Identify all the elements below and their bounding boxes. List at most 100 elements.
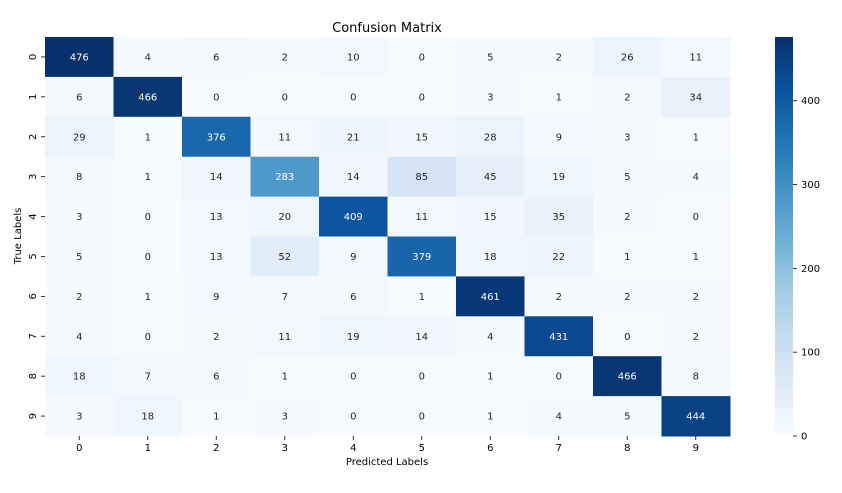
cell-value-label: 9 (556, 132, 562, 143)
y-tick-label: 2 (28, 134, 39, 140)
cell-value-label: 379 (412, 252, 431, 263)
cell-value-label: 2 (282, 52, 288, 63)
cell-value-label: 11 (689, 52, 702, 63)
cell-value-label: 20 (278, 212, 291, 223)
cell-value-label: 21 (347, 132, 360, 143)
cell-value-label: 0 (419, 412, 425, 423)
heatmap-cell (524, 116, 594, 158)
cell-value-label: 0 (145, 252, 151, 263)
cell-value-label: 22 (552, 252, 565, 263)
heatmap-cell (661, 396, 731, 437)
heatmap-cell (524, 316, 594, 357)
cell-value-label: 2 (624, 92, 630, 103)
heatmap-cell (661, 76, 731, 118)
heatmap-cell (524, 76, 594, 118)
heatmap-cell (45, 356, 114, 397)
cell-value-label: 15 (484, 212, 497, 223)
cell-value-label: 85 (415, 172, 428, 183)
cell-value-label: 283 (275, 172, 294, 183)
heatmap-cell (456, 76, 525, 118)
cell-value-label: 444 (686, 412, 705, 423)
x-tick-label: 4 (350, 443, 356, 454)
cell-value-label: 0 (419, 92, 425, 103)
heatmap-cell (456, 116, 525, 158)
heatmap-cell (456, 196, 525, 237)
cell-value-label: 5 (76, 252, 82, 263)
cell-value-label: 1 (487, 412, 493, 423)
y-tick-label: 9 (28, 413, 39, 419)
heatmap-cell (182, 196, 251, 237)
x-tick-label: 6 (487, 443, 493, 454)
y-tick-label: 0 (28, 54, 39, 60)
heatmap-cell (182, 76, 251, 118)
heatmap-cell (387, 116, 457, 158)
cell-value-label: 1 (145, 172, 151, 183)
cell-value-label: 376 (207, 132, 226, 143)
cell-value-label: 3 (76, 212, 82, 223)
heatmap-cell (182, 276, 251, 317)
cell-value-label: 1 (693, 132, 699, 143)
cell-value-label: 0 (624, 332, 630, 343)
heatmap-cell (593, 76, 662, 118)
heatmap-cell (456, 316, 525, 357)
x-tick-label: 0 (76, 443, 82, 454)
heatmap-cell (45, 236, 114, 277)
heatmap-cell (45, 76, 114, 118)
heatmap-cell (661, 276, 731, 317)
heatmap-cell (456, 276, 525, 317)
cell-value-label: 8 (693, 372, 699, 383)
cell-value-label: 29 (73, 132, 86, 143)
cell-value-label: 409 (344, 212, 363, 223)
cell-value-label: 5 (624, 412, 630, 423)
heatmap-cell (45, 156, 114, 198)
heatmap-cell (113, 76, 183, 118)
cell-value-label: 461 (481, 292, 500, 303)
colorbar-tick-label: 400 (801, 96, 820, 107)
heatmap-cell (593, 196, 662, 237)
cell-value-label: 2 (556, 52, 562, 63)
cell-value-label: 1 (556, 92, 562, 103)
cell-value-label: 14 (347, 172, 360, 183)
heatmap-cell (250, 316, 320, 357)
heatmap-cell (319, 396, 388, 437)
cell-value-label: 1 (693, 252, 699, 263)
heatmap-cell (661, 156, 731, 198)
cell-value-label: 34 (689, 92, 702, 103)
cell-value-label: 0 (350, 412, 356, 423)
cell-value-label: 2 (76, 292, 82, 303)
heatmap-cell (593, 396, 662, 437)
heatmap-cell (387, 156, 457, 198)
colorbar-tick-label: 200 (801, 264, 820, 275)
heatmap-cell (113, 396, 183, 437)
y-axis-label: True Labels (13, 208, 24, 266)
cell-value-label: 8 (76, 172, 82, 183)
cell-value-label: 2 (693, 292, 699, 303)
cell-value-label: 3 (76, 412, 82, 423)
heatmap-cell (524, 276, 594, 317)
heatmap-cell (45, 37, 114, 78)
heatmap-cell (387, 396, 457, 437)
cell-value-label: 11 (278, 132, 291, 143)
heatmap-cell (250, 156, 320, 198)
heatmap-cell (524, 156, 594, 198)
cell-value-label: 18 (73, 372, 86, 383)
cell-value-label: 2 (693, 332, 699, 343)
heatmap-cell (319, 37, 388, 78)
cell-value-label: 4 (693, 172, 699, 183)
heatmap-cell (661, 316, 731, 357)
cell-value-label: 0 (145, 332, 151, 343)
cell-value-label: 1 (213, 412, 219, 423)
heatmap-cell (593, 236, 662, 277)
heatmap-cell (593, 116, 662, 158)
cell-value-label: 2 (213, 332, 219, 343)
heatmap-cell (387, 276, 457, 317)
cell-value-label: 52 (278, 252, 291, 263)
cell-value-label: 1 (419, 292, 425, 303)
heatmap-cell (182, 116, 251, 158)
heatmap-cell (387, 316, 457, 357)
heatmap-cell (319, 356, 388, 397)
cell-value-label: 18 (141, 412, 154, 423)
cell-value-label: 1 (487, 372, 493, 383)
heatmap-cell (182, 156, 251, 198)
cell-value-label: 4 (556, 412, 562, 423)
